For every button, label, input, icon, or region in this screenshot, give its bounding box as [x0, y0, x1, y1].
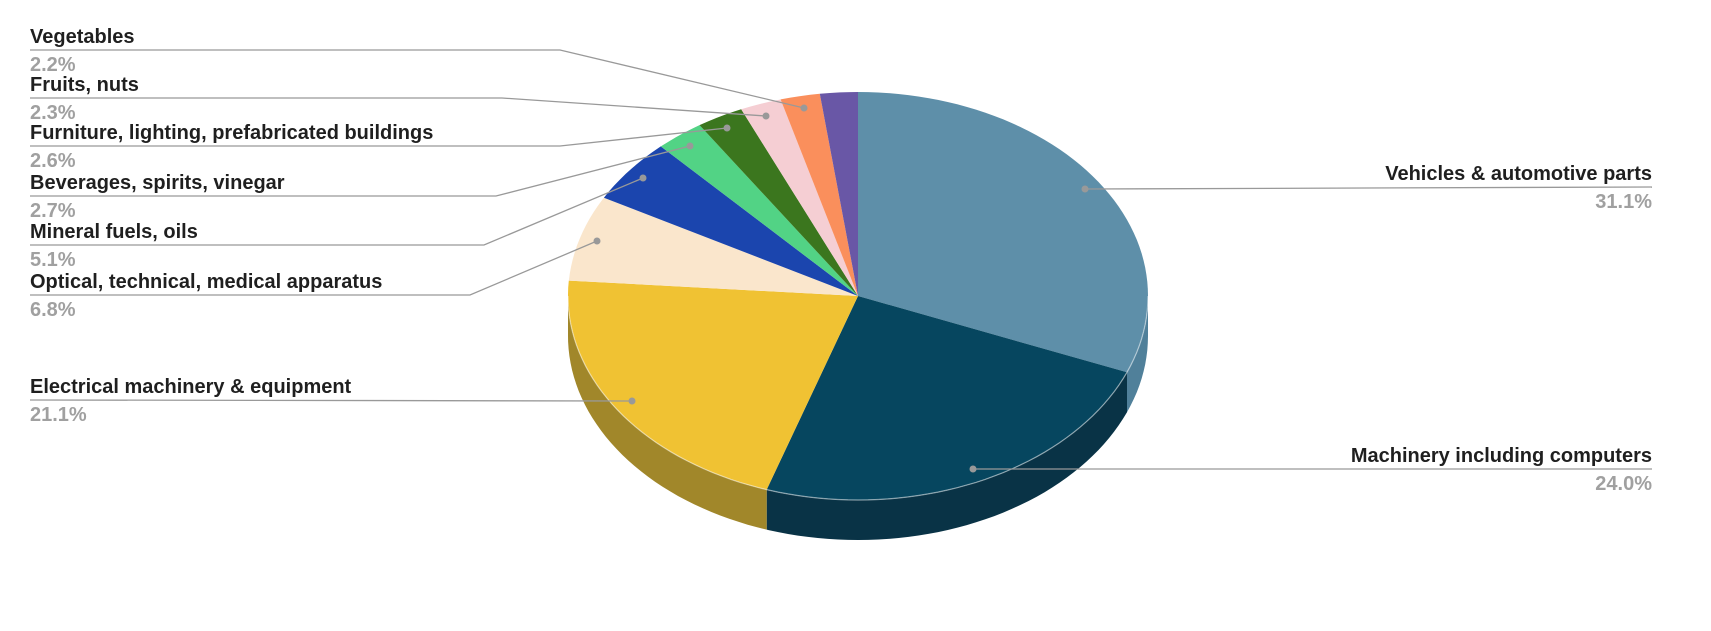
callout-label: Fruits, nuts — [30, 74, 139, 96]
callout-value: 6.8% — [30, 299, 76, 321]
callout-value: 24.0% — [1595, 473, 1652, 495]
callout-value: 31.1% — [1595, 191, 1652, 213]
leader-dot — [628, 397, 636, 405]
leader-dot — [723, 124, 731, 132]
callout-vehicles: Vehicles & automotive parts 31.1% — [1385, 162, 1652, 214]
leader-line — [30, 240, 598, 296]
leader-line — [1084, 186, 1653, 190]
callout-optical: Optical, technical, medical apparatus 6.… — [30, 270, 382, 322]
pie-slice[interactable] — [660, 125, 858, 296]
callout-label: Mineral fuels, oils — [30, 221, 198, 243]
callout-label: Electrical machinery & equipment — [30, 376, 352, 398]
pie-slice[interactable] — [819, 92, 858, 296]
leader-dot — [969, 465, 977, 473]
callout-vegetables: Vegetables 2.2% — [30, 25, 135, 77]
callout-fruits-nuts: Fruits, nuts 2.3% — [30, 73, 139, 125]
pie-slice-side — [1127, 296, 1148, 413]
pie-slice[interactable] — [699, 109, 859, 296]
leader-line — [30, 127, 728, 147]
pie-slice[interactable] — [568, 280, 858, 490]
callout-furniture: Furniture, lighting, prefabricated build… — [30, 121, 433, 173]
callout-value: 2.7% — [30, 200, 76, 222]
callout-label: Furniture, lighting, prefabricated build… — [30, 122, 434, 144]
callout-mineral-fuels: Mineral fuels, oils 5.1% — [30, 220, 198, 272]
callout-label: Vehicles & automotive parts — [1385, 163, 1652, 185]
callout-value: 2.2% — [30, 54, 76, 76]
callout-label: Machinery including computers — [1350, 445, 1652, 467]
pie-rim-highlight — [567, 295, 1149, 501]
leader-dot — [639, 174, 647, 182]
callout-label: Vegetables — [30, 26, 135, 48]
leader-line — [30, 49, 805, 109]
pie-slice[interactable] — [568, 197, 858, 296]
callout-beverages: Beverages, spirits, vinegar 2.7% — [30, 171, 285, 223]
leader-line — [30, 145, 691, 197]
callout-label: Optical, technical, medical apparatus — [30, 271, 383, 293]
callout-value: 2.6% — [30, 150, 76, 172]
pie-slice-side — [766, 372, 1127, 540]
pie-slice[interactable] — [780, 93, 858, 296]
leader-line — [29, 399, 633, 402]
callout-value: 2.3% — [30, 102, 76, 124]
pie-slice[interactable] — [858, 92, 1148, 373]
leader-dot — [800, 104, 808, 112]
pie-slice-side — [568, 296, 767, 530]
pie-slice[interactable] — [603, 146, 858, 296]
pie-slice[interactable] — [766, 296, 1127, 500]
leader-dot — [686, 142, 694, 150]
callout-machinery: Machinery including computers 24.0% — [1351, 444, 1652, 496]
callout-value: 5.1% — [30, 249, 76, 271]
leader-dot — [593, 237, 601, 245]
leader-dot — [1081, 185, 1089, 193]
leader-line — [30, 177, 644, 246]
callout-electrical-machinery: Electrical machinery & equipment 21.1% — [30, 375, 351, 427]
leader-dot — [762, 112, 770, 120]
callout-label: Beverages, spirits, vinegar — [30, 172, 285, 194]
callout-value: 21.1% — [30, 404, 87, 426]
pie-slice[interactable] — [741, 99, 858, 297]
leader-line — [30, 97, 767, 117]
